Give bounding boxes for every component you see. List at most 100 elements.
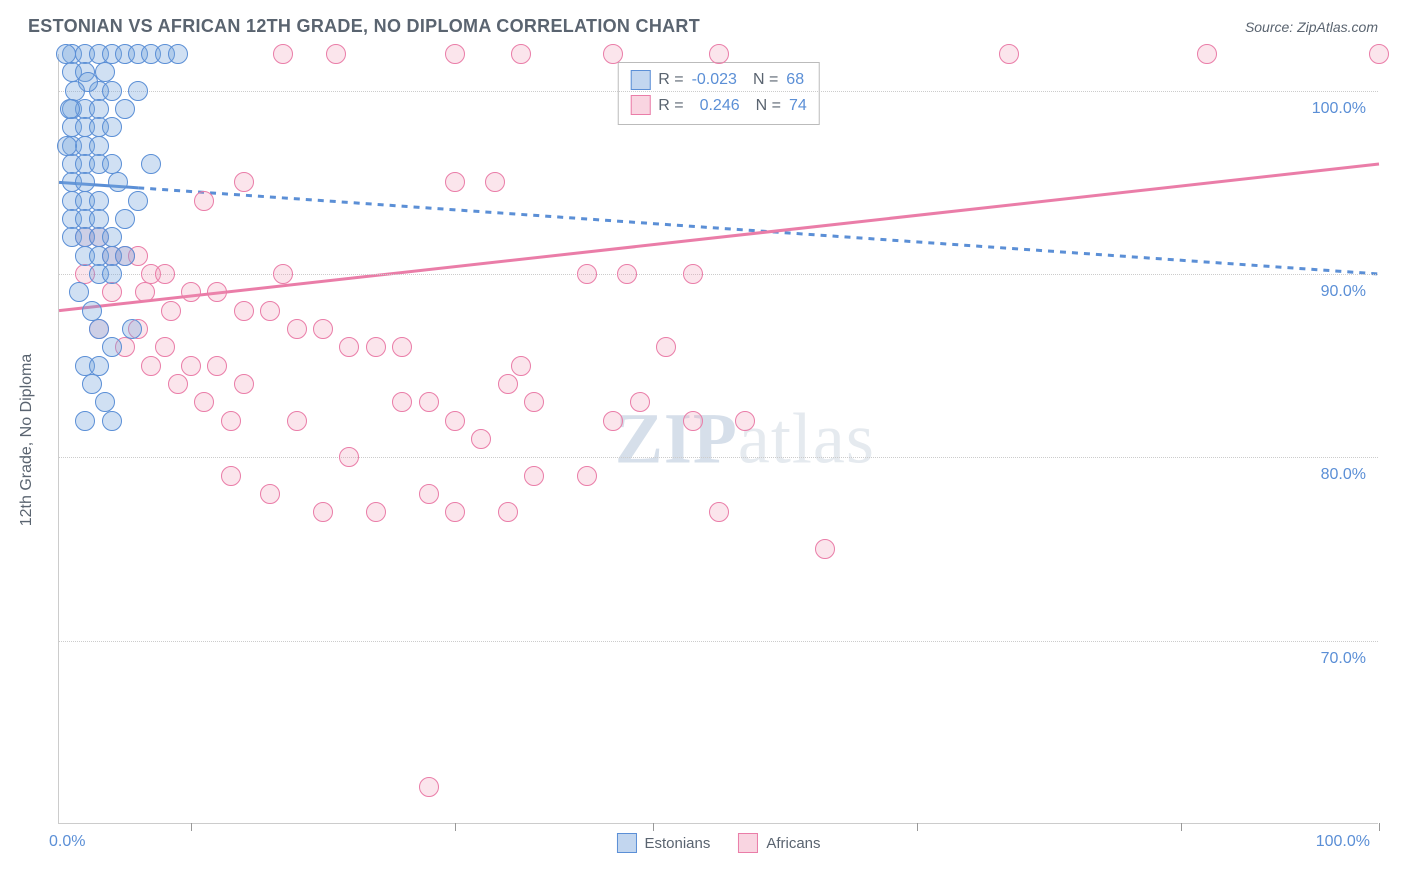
data-point [56, 44, 76, 64]
data-point [89, 319, 109, 339]
data-point [445, 172, 465, 192]
x-tick [653, 823, 654, 831]
data-point [207, 282, 227, 302]
data-point [128, 81, 148, 101]
data-point [603, 44, 623, 64]
y-tick-label: 100.0% [1308, 100, 1370, 118]
data-point [128, 191, 148, 211]
data-point [141, 356, 161, 376]
legend-item-africans: Africans [738, 833, 820, 853]
data-point [60, 99, 80, 119]
y-axis-title: 12th Grade, No Diploma [18, 354, 36, 527]
data-point [709, 502, 729, 522]
data-point [339, 447, 359, 467]
data-point [102, 337, 122, 357]
x-tick [917, 823, 918, 831]
swatch-icon [738, 833, 758, 853]
data-point [498, 374, 518, 394]
y-tick-label: 90.0% [1317, 283, 1370, 301]
data-point [313, 319, 333, 339]
data-point [445, 44, 465, 64]
data-point [815, 539, 835, 559]
gridline [59, 91, 1378, 92]
data-point [419, 777, 439, 797]
data-point [89, 356, 109, 376]
data-point [65, 81, 85, 101]
data-point [89, 99, 109, 119]
data-point [207, 356, 227, 376]
data-point [709, 44, 729, 64]
data-point [181, 282, 201, 302]
data-point [577, 466, 597, 486]
data-point [419, 484, 439, 504]
data-point [366, 502, 386, 522]
data-point [102, 264, 122, 284]
data-point [57, 136, 77, 156]
data-point [181, 356, 201, 376]
data-point [141, 154, 161, 174]
data-point [168, 374, 188, 394]
x-tick [191, 823, 192, 831]
data-point [102, 154, 122, 174]
data-point [89, 136, 109, 156]
data-point [115, 209, 135, 229]
data-point [1369, 44, 1389, 64]
stats-row-estonians: R = -0.023 N = 68 [630, 67, 807, 93]
stats-legend: R = -0.023 N = 68 R = 0.246 N = 74 [617, 62, 820, 125]
data-point [221, 466, 241, 486]
data-point [102, 227, 122, 247]
data-point [108, 172, 128, 192]
data-point [115, 246, 135, 266]
legend-item-estonians: Estonians [616, 833, 710, 853]
data-point [82, 374, 102, 394]
data-point [419, 392, 439, 412]
data-point [498, 502, 518, 522]
y-tick-label: 80.0% [1317, 466, 1370, 484]
data-point [221, 411, 241, 431]
data-point [95, 392, 115, 412]
data-point [95, 62, 115, 82]
data-point [524, 392, 544, 412]
data-point [683, 411, 703, 431]
data-point [511, 356, 531, 376]
data-point [75, 411, 95, 431]
data-point [155, 264, 175, 284]
swatch-icon [616, 833, 636, 853]
data-point [102, 282, 122, 302]
data-point [168, 44, 188, 64]
data-point [273, 44, 293, 64]
data-point [524, 466, 544, 486]
data-point [999, 44, 1019, 64]
data-point [102, 81, 122, 101]
data-point [82, 301, 102, 321]
data-point [366, 337, 386, 357]
data-point [234, 172, 254, 192]
data-point [735, 411, 755, 431]
data-point [273, 264, 293, 284]
x-axis-min-label: 0.0% [49, 833, 85, 851]
data-point [485, 172, 505, 192]
chart-header: ESTONIAN VS AFRICAN 12TH GRADE, NO DIPLO… [0, 0, 1406, 47]
data-point [260, 301, 280, 321]
data-point [339, 337, 359, 357]
data-point [1197, 44, 1217, 64]
data-point [260, 484, 280, 504]
data-point [89, 209, 109, 229]
data-point [445, 411, 465, 431]
data-point [69, 282, 89, 302]
data-point [234, 301, 254, 321]
swatch-icon [630, 95, 650, 115]
x-tick [455, 823, 456, 831]
data-point [577, 264, 597, 284]
data-point [89, 191, 109, 211]
data-point [115, 99, 135, 119]
source-label: Source: ZipAtlas.com [1245, 19, 1378, 35]
data-point [630, 392, 650, 412]
y-tick-label: 70.0% [1317, 650, 1370, 668]
x-tick [1379, 823, 1380, 831]
trend-lines [59, 54, 1378, 823]
data-point [392, 337, 412, 357]
gridline [59, 457, 1378, 458]
data-point [75, 172, 95, 192]
data-point [161, 301, 181, 321]
